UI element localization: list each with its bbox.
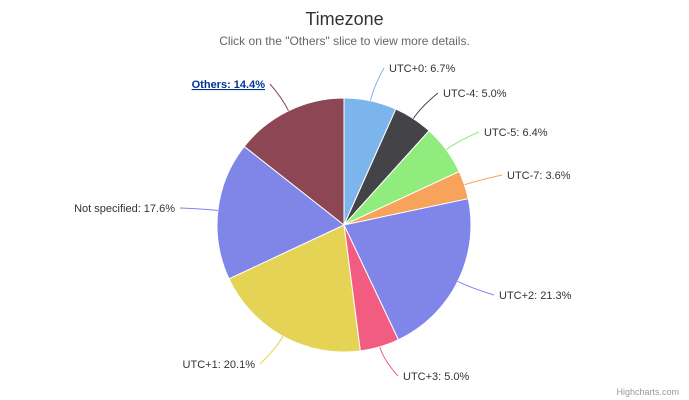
label-not-specified: Not specified: 17.6% (74, 203, 175, 215)
pie-slice-not-specified[interactable] (216, 145, 345, 280)
connector-utc-0 (370, 67, 385, 101)
label-utc-1: UTC+1: 20.1% (183, 359, 256, 371)
label-others[interactable]: Others: 14.4% (192, 79, 266, 91)
connector-utc-3 (379, 346, 399, 377)
label-utc-5: UTC-5: 6.4% (484, 127, 548, 139)
label-connectors (179, 67, 503, 377)
label-utc-2: UTC+2: 21.3% (499, 290, 572, 302)
connector-utc-1 (259, 336, 284, 365)
connector-utc-5 (445, 131, 480, 151)
credits-link[interactable]: Highcharts.com (616, 387, 679, 397)
label-utc-0: UTC+0: 6.7% (389, 63, 456, 75)
label-utc-7: UTC-7: 3.6% (507, 170, 571, 182)
pie-slice-utc-2[interactable] (343, 198, 472, 341)
connector-utc-4 (412, 92, 439, 119)
connector-not-specified (179, 207, 218, 211)
chart-title: Timezone (305, 9, 383, 29)
connector-others (269, 83, 289, 112)
pie-slice-others[interactable] (243, 97, 345, 227)
pie-slices (216, 97, 472, 353)
chart-subtitle: Click on the "Others" slice to view more… (219, 34, 470, 48)
slice-labels: UTC+0: 6.7% UTC-4: 5.0% UTC-5: 6.4% UTC-7: … (74, 63, 572, 383)
connector-utc-7 (464, 174, 503, 186)
label-utc-3: UTC+3: 5.0% (403, 371, 470, 383)
label-utc-4: UTC-4: 5.0% (443, 88, 507, 100)
connector-utc-2 (457, 280, 495, 296)
